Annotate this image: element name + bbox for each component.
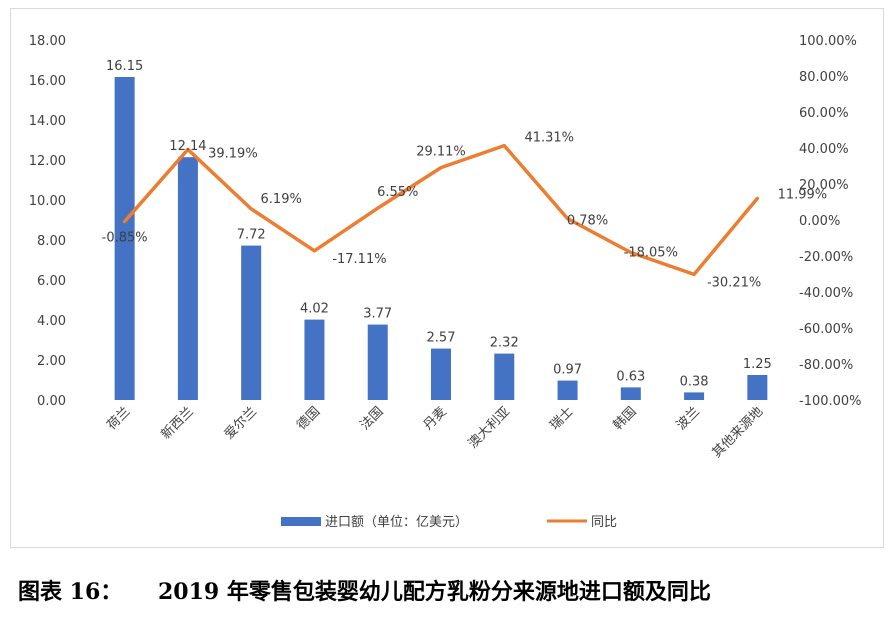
y-left-tick-label: 12.00 <box>29 154 66 169</box>
y-right-tick-label: 60.00% <box>799 106 849 121</box>
y-left-tick-label: 16.00 <box>29 74 66 89</box>
y-left-tick-label: 0.00 <box>37 394 66 409</box>
bar-value-label: 2.32 <box>490 336 519 351</box>
caption-label: 图表 16： <box>18 579 123 605</box>
yoy-line <box>122 143 760 277</box>
bar-value-label: 0.97 <box>553 363 582 378</box>
bar <box>114 77 135 400</box>
line-value-label: 41.31% <box>524 131 574 146</box>
category-label: 丹麦 <box>421 404 450 433</box>
y-right-tick-label: 0.00% <box>799 214 840 229</box>
y-left-tick-label: 18.00 <box>29 34 66 49</box>
category-label: 德国 <box>294 404 323 433</box>
category-label: 其他来源地 <box>710 404 767 461</box>
figure-caption: 图表 16： 2019 年零售包装婴幼儿配方乳粉分来源地进口额及同比 <box>18 574 711 606</box>
bar-value-label: 0.63 <box>616 369 645 384</box>
line-value-label: 39.19% <box>208 146 258 161</box>
line-value-label: -17.11% <box>332 252 386 267</box>
bar <box>367 324 388 400</box>
y-left-tick-label: 14.00 <box>29 114 66 129</box>
chart-frame: 0.00 2.00 4.00 6.00 8.00 10.00 12.00 14.00 16.00… <box>10 8 884 548</box>
y-right-tick-label: -40.00% <box>799 286 853 301</box>
bar-value-label: 4.02 <box>300 302 329 317</box>
bar <box>431 348 451 400</box>
line-value-label: -30.21% <box>707 275 761 290</box>
y-right-tick-label: 80.00% <box>799 70 849 85</box>
caption-title: 2019 年零售包装婴幼儿配方乳粉分来源地进口额及同比 <box>158 579 711 605</box>
y-left-tick-label: 6.00 <box>37 274 66 289</box>
category-label: 澳大利亚 <box>465 404 513 452</box>
bar-value-label: 0.38 <box>680 374 709 389</box>
line-value-label: -0.85% <box>102 231 148 246</box>
y-right-tick-label: 100.00% <box>799 34 857 49</box>
category-label: 荷兰 <box>104 404 133 433</box>
y-right-tick-label: -100.00% <box>799 394 862 409</box>
line-value-label: 0.78% <box>567 214 608 229</box>
bar-value-label: 1.25 <box>743 357 772 372</box>
bar <box>494 353 515 400</box>
category-label: 爱尔兰 <box>222 404 260 442</box>
y-right-tick-label: -80.00% <box>799 358 853 373</box>
y-right-tick-label: -60.00% <box>799 322 853 337</box>
line-value-label: 11.99% <box>778 187 828 202</box>
bar-value-label: 3.77 <box>363 307 392 322</box>
combo-chart: 0.00 2.00 4.00 6.00 8.00 10.00 12.00 14.00 16.00… <box>29 34 862 530</box>
y-right-tick-label: 20.00% <box>799 178 849 193</box>
line-value-label: 6.19% <box>261 192 302 207</box>
bar <box>684 392 705 400</box>
category-label: 韩国 <box>611 404 640 433</box>
y-left-tick-label: 8.00 <box>37 234 66 249</box>
bar <box>304 319 325 400</box>
line-value-label: 29.11% <box>416 145 466 160</box>
bar <box>177 157 198 400</box>
category-label: 新西兰 <box>158 404 197 443</box>
legend-bar-swatch <box>281 517 321 526</box>
line-value-label: 6.55% <box>377 185 418 200</box>
category-label: 法国 <box>358 404 387 433</box>
y-left-tick-label: 10.00 <box>29 194 66 209</box>
bar <box>241 245 262 400</box>
bar <box>557 380 578 400</box>
bar-value-label: 12.14 <box>169 139 206 154</box>
legend-line-label: 同比 <box>591 515 617 530</box>
bar <box>620 387 641 400</box>
legend-bar-label: 进口额（单位：亿美元） <box>325 515 468 530</box>
category-label: 波兰 <box>674 404 703 433</box>
bar-value-label: 16.15 <box>106 59 143 74</box>
bar-value-label: 2.57 <box>427 331 456 346</box>
y-right-tick-label: 40.00% <box>799 142 849 157</box>
category-label: 瑞士 <box>547 404 576 433</box>
y-left-tick-label: 2.00 <box>37 354 66 369</box>
bar <box>747 375 768 400</box>
y-left-tick-label: 4.00 <box>37 314 66 329</box>
y-right-tick-label: -20.00% <box>799 250 853 265</box>
bar-value-label: 7.72 <box>237 228 266 243</box>
line-value-label: -18.05% <box>624 245 678 260</box>
